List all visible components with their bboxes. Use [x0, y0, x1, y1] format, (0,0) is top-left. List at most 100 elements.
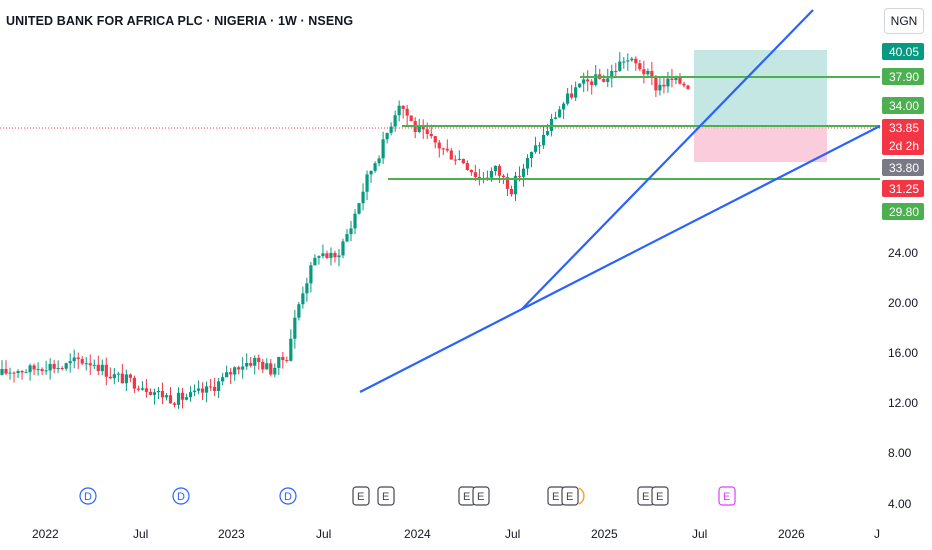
earnings-marker[interactable]: E: [561, 486, 585, 506]
candle-body: [277, 356, 281, 368]
candle-body: [233, 367, 237, 375]
dividend-marker[interactable]: D: [172, 487, 190, 505]
candle-body: [558, 109, 562, 118]
candle-body: [112, 374, 116, 379]
candle-body: [0, 368, 4, 375]
candle-body: [156, 390, 161, 393]
candle-body: [525, 157, 530, 169]
price-badge-33-85: 33.85 2d 2h: [882, 119, 924, 155]
candle-body: [92, 364, 96, 366]
candle-body: [225, 372, 229, 378]
svg-text:E: E: [357, 491, 364, 503]
candle-body: [401, 105, 405, 109]
candle-body: [537, 145, 542, 147]
svg-text:2d 2h: 2d 2h: [889, 139, 919, 153]
candle-body: [172, 403, 177, 405]
dividend-marker[interactable]: D: [79, 487, 97, 505]
candle-body: [128, 374, 132, 378]
candle-body: [108, 376, 112, 379]
candle-body: [200, 388, 205, 393]
candle-body: [437, 142, 441, 149]
candle-body: [309, 265, 313, 284]
candle-body: [509, 188, 514, 195]
candle-body: [417, 126, 421, 132]
trend-line-upper[interactable]: [521, 9, 814, 310]
candle-body: [465, 163, 469, 170]
svg-text:E: E: [723, 491, 730, 503]
candle-body: [610, 70, 614, 79]
candle-body: [88, 363, 92, 366]
candle-body: [630, 58, 634, 61]
svg-text:29.80: 29.80: [889, 205, 919, 219]
candle-body: [357, 203, 361, 214]
candle-body: [12, 372, 16, 374]
candle-body: [116, 373, 120, 375]
candle-body: [369, 170, 373, 175]
earnings-marker[interactable]: E: [352, 486, 370, 506]
candle-body: [461, 158, 465, 164]
earnings-marker-future[interactable]: E: [718, 486, 736, 506]
candle-body: [453, 159, 457, 161]
candle-body: [429, 133, 433, 137]
candles: [0, 52, 690, 409]
candle-body: [273, 367, 277, 375]
candle-body: [28, 365, 32, 373]
candle-body: [377, 158, 381, 164]
earnings-marker[interactable]: E: [458, 486, 476, 506]
candle-body: [229, 372, 233, 375]
candle-body: [257, 357, 261, 362]
earnings-marker[interactable]: E: [377, 486, 395, 506]
candle-body: [56, 368, 60, 370]
candle-body: [682, 83, 686, 86]
x-tick-label: 2024: [404, 527, 431, 541]
dividend-marker[interactable]: D: [279, 487, 297, 505]
currency-button[interactable]: NGN: [884, 8, 924, 34]
candle-body: [253, 357, 257, 366]
candle-body: [76, 357, 80, 360]
candle-body: [20, 371, 24, 373]
price-badge-31-25: 31.25: [882, 180, 924, 197]
candle-body: [104, 364, 108, 377]
candle-body: [84, 363, 88, 365]
candle-body: [521, 168, 526, 177]
candle-body: [217, 381, 221, 391]
candle-body: [241, 366, 245, 370]
candle-body: [594, 74, 598, 85]
svg-text:D: D: [84, 491, 92, 503]
candle-body: [566, 93, 570, 104]
candle-body: [489, 171, 494, 178]
svg-text:E: E: [552, 491, 559, 503]
candle-body: [204, 386, 209, 393]
candle-body: [570, 93, 574, 98]
candle-body: [349, 228, 353, 235]
candle-body: [152, 392, 157, 395]
candle-body: [670, 78, 674, 80]
candle-body: [317, 256, 321, 258]
target-zone[interactable]: [694, 50, 827, 128]
candle-body: [96, 364, 100, 372]
candle-body: [52, 363, 56, 369]
stop-zone[interactable]: [694, 128, 827, 162]
trend-line-lower[interactable]: [359, 125, 881, 393]
earnings-marker[interactable]: E: [651, 486, 669, 506]
candle-body: [301, 293, 305, 305]
candle-body: [373, 163, 377, 171]
y-tick-label: 8.00: [888, 446, 912, 460]
candle-body: [493, 165, 498, 172]
candle-body: [192, 390, 197, 393]
candle-body: [574, 87, 578, 98]
candle-body: [545, 131, 550, 135]
candle-body: [325, 253, 329, 258]
candle-body: [281, 356, 285, 361]
candle-body: [48, 363, 52, 371]
candle-body: [160, 390, 165, 398]
earnings-marker[interactable]: E: [472, 486, 490, 506]
y-tick-label: 16.00: [888, 346, 918, 360]
candle-body: [100, 364, 104, 372]
candle-body: [184, 397, 189, 400]
candle-body: [32, 365, 36, 370]
y-tick-label: 4.00: [888, 497, 912, 511]
svg-text:33.80: 33.80: [889, 161, 919, 175]
candle-body: [353, 213, 357, 229]
